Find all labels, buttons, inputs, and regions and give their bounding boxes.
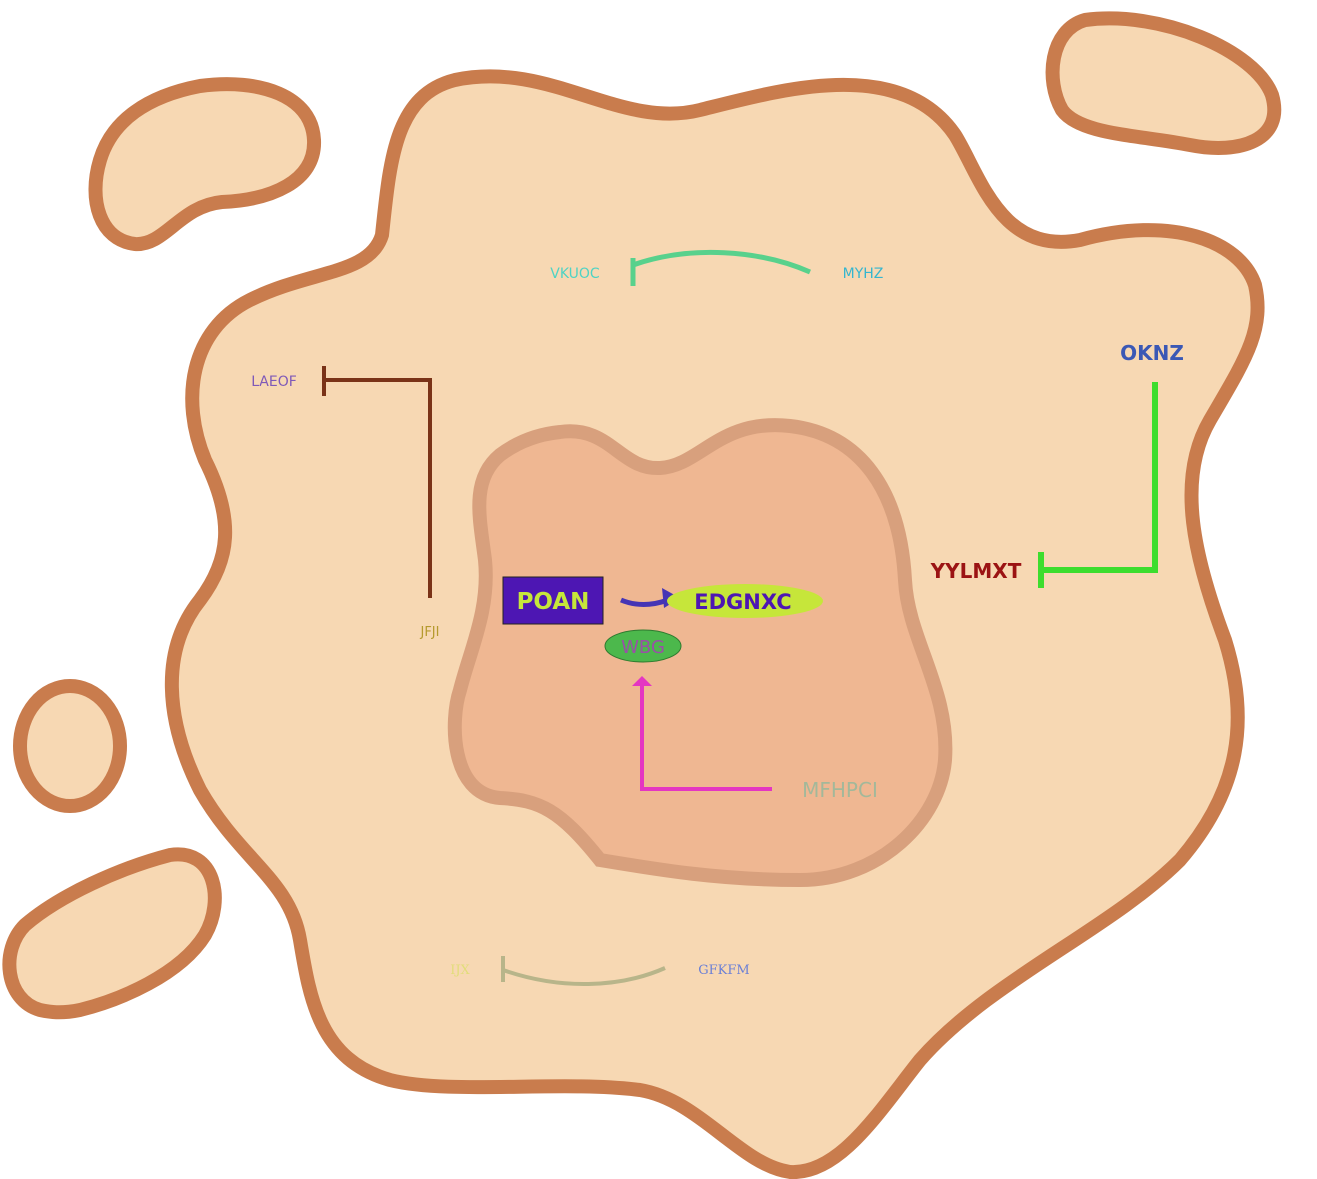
edge-mfhpci-wbg bbox=[640, 684, 772, 791]
organelle-bottom-left bbox=[2, 847, 222, 1020]
node-laeof: LAEOF bbox=[251, 374, 297, 390]
node-jfji: JFJI bbox=[420, 625, 440, 640]
node-poan-box bbox=[502, 576, 604, 625]
edge-myhz-vkuoc bbox=[632, 249, 812, 275]
node-mfhpci: MFHPCI bbox=[802, 778, 878, 802]
node-gfkfm: GFKFM bbox=[698, 963, 749, 978]
organelle-top-left bbox=[88, 77, 321, 251]
edge-jfji-laeof bbox=[325, 378, 432, 598]
organelles bbox=[2, 11, 1282, 1020]
node-oknz: OKNZ bbox=[1120, 341, 1184, 365]
edge-oknz-yylmxt bbox=[1042, 382, 1158, 573]
node-ijx: IJX bbox=[450, 963, 470, 978]
node-myhz: MYHZ bbox=[843, 266, 884, 282]
organelle-top-right bbox=[1045, 11, 1282, 155]
edge-mfhpci-wbg-head bbox=[632, 676, 652, 686]
node-yylmxt: YYLMXT bbox=[930, 559, 1022, 583]
node-poan: POAN bbox=[517, 589, 590, 615]
node-wbg: WBG bbox=[621, 637, 665, 658]
nucleus bbox=[447, 418, 953, 888]
organelle-left bbox=[13, 679, 127, 813]
node-wbg-box bbox=[604, 629, 682, 663]
nodes: VKUOC MYHZ LAEOF JFJI OKNZ YYLMXT POAN E… bbox=[251, 266, 1184, 978]
edges bbox=[322, 249, 1158, 986]
node-edgnxc: EDGNXC bbox=[694, 590, 791, 614]
node-vkuoc: VKUOC bbox=[550, 266, 600, 282]
edge-gfkfm-ijx bbox=[502, 966, 666, 986]
node-edgnxc-box bbox=[667, 584, 823, 618]
